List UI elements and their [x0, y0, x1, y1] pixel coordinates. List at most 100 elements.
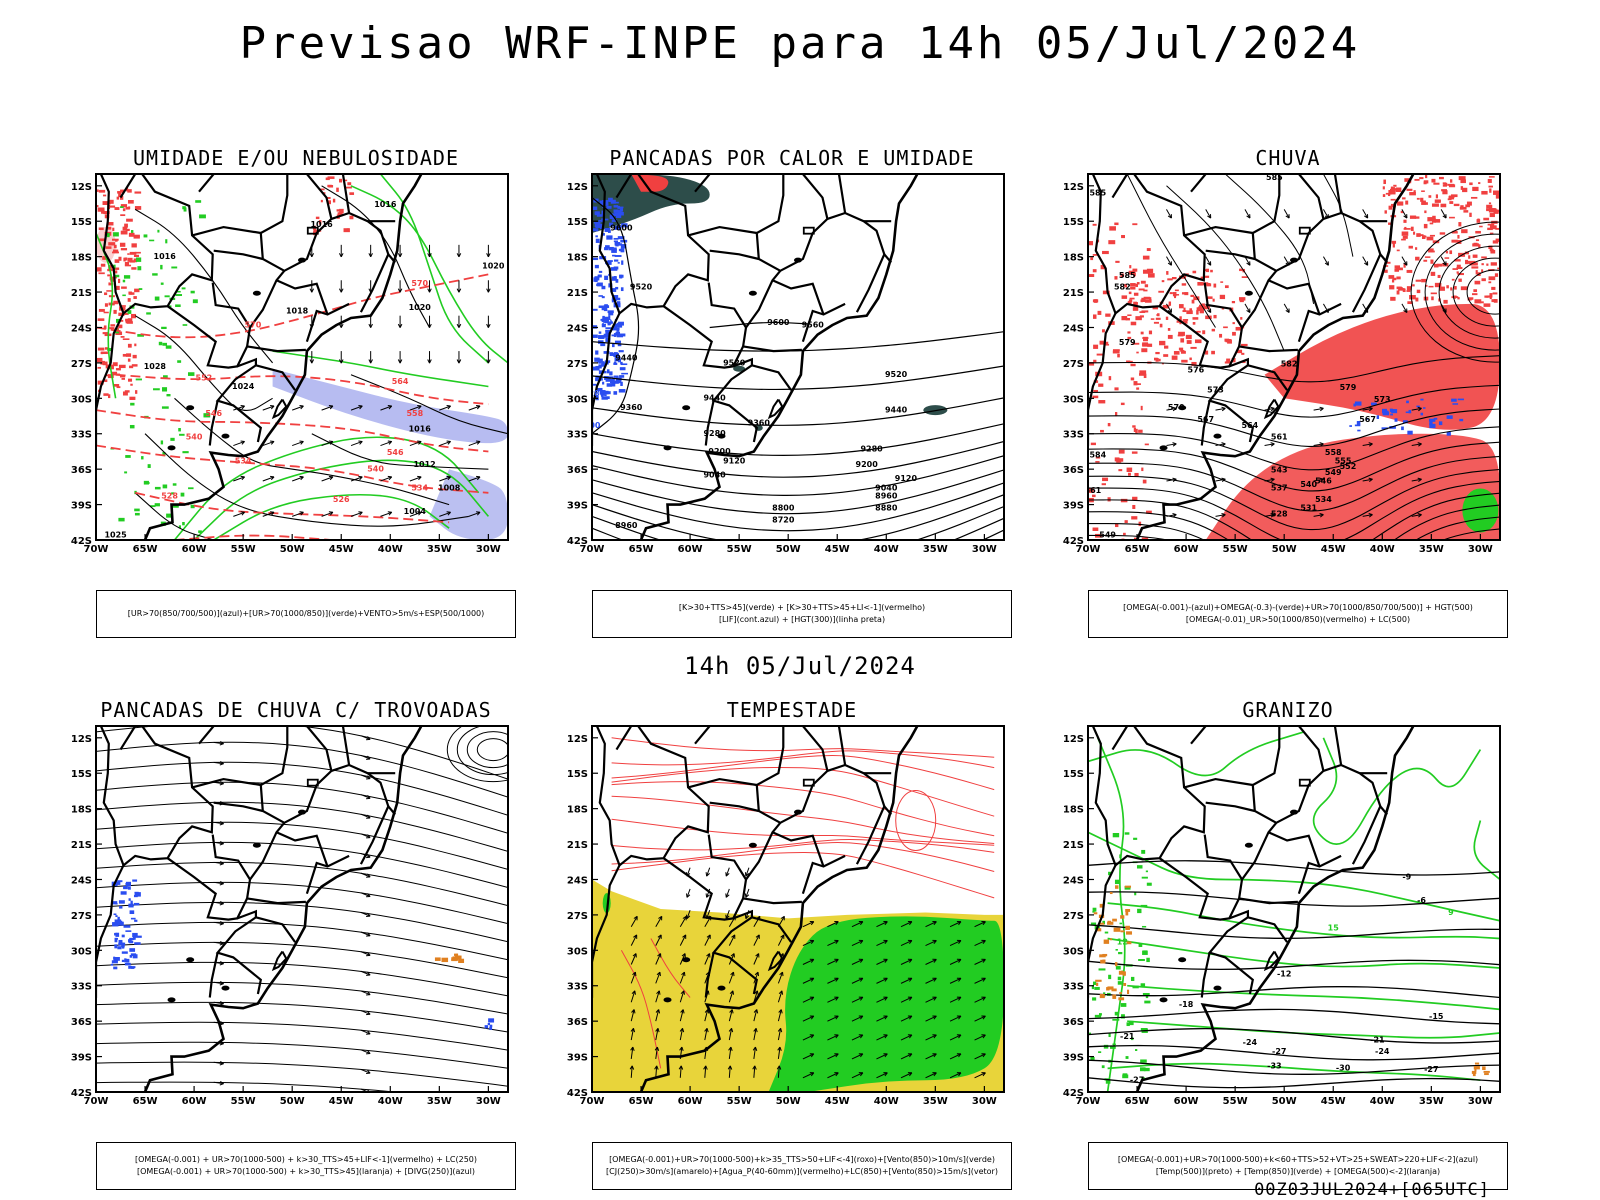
wind-vector-head [1172, 477, 1177, 483]
rain-speck-blue [1407, 430, 1413, 435]
panel-title: PANCADAS DE CHUVA C/ TROVOADAS [100, 698, 492, 722]
temp500-contour [1088, 891, 1500, 907]
lif-contour-blue [600, 318, 608, 321]
rain-speck-red [1126, 360, 1131, 363]
rain-speck-red [1191, 361, 1197, 366]
rain-speck-blue [1381, 427, 1388, 430]
rain-speck-red [1127, 331, 1131, 334]
rain-speck-red [1449, 179, 1453, 183]
lon-tick-label: 70W [1076, 544, 1101, 555]
lat-tick-label: 18S [71, 805, 92, 816]
lon-tick-label: 65W [629, 1096, 654, 1107]
contour-label: 526 [333, 495, 350, 504]
wind-vector-head [907, 1015, 913, 1020]
thickness-contour-red [96, 273, 489, 339]
reservoir-mark [252, 842, 261, 848]
lif-contour-blue [608, 222, 614, 227]
wind-vector [728, 990, 734, 1003]
political-border [191, 225, 261, 237]
rain-speck-red [1421, 190, 1425, 192]
humidity-speck-green [166, 513, 173, 518]
political-border [1268, 831, 1321, 867]
temp850-speck-green [1092, 907, 1097, 912]
reservoir-mark [1178, 957, 1187, 963]
contour-label: -27 [1424, 1065, 1438, 1074]
contour-label: 534 [411, 483, 428, 492]
reservoir-mark [167, 997, 176, 1003]
lat-tick-label: 36S [567, 1017, 588, 1028]
wind-vector-head [656, 990, 661, 995]
wind-vector-head [358, 405, 363, 410]
lon-tick-label: 55W [727, 1096, 752, 1107]
rain-speck-red [1390, 198, 1396, 201]
rain-speck-red [1088, 488, 1094, 493]
humidity-speck-red [132, 354, 137, 359]
wind-vector-head [809, 1034, 815, 1039]
humidity-speck-red [120, 336, 125, 338]
rain-speck-red [1136, 387, 1140, 390]
omega-speck-orange [1126, 931, 1133, 935]
rain-speck-red [1107, 422, 1111, 427]
rain-speck-red [1240, 317, 1243, 320]
contour-label: 8800 [772, 503, 795, 512]
height-contour [1088, 528, 1500, 540]
humidity-speck-green [187, 372, 195, 376]
rain-speck-red [1462, 187, 1468, 193]
panel-title: PANCADAS POR CALOR E UMIDADE [609, 146, 975, 170]
rain-speck-red [1483, 303, 1491, 307]
humidity-speck-red [125, 206, 130, 210]
wind-vector-head [706, 953, 711, 958]
humidity-speck-red [122, 338, 130, 340]
wind-vector-head [658, 915, 663, 921]
rain-speck-red [1095, 456, 1101, 459]
humidity-speck-red [125, 318, 129, 322]
streamline [96, 1001, 508, 1033]
lon-tick-label: 30W [1468, 1096, 1493, 1107]
wind-vector-head [366, 1050, 371, 1055]
humidity-speck-red [97, 318, 105, 321]
rain-speck-red [1457, 297, 1460, 300]
rain-speck-red [1421, 278, 1427, 283]
humidity-speck-green [178, 525, 181, 529]
height-contour [1088, 441, 1500, 492]
humidity-speck-green [124, 471, 128, 474]
wind-vector-head [427, 288, 432, 293]
rain-speck-red [1388, 275, 1395, 279]
rain-speck-blue [1429, 422, 1433, 426]
humidity-speck-red [103, 311, 109, 314]
humidity-west-red [96, 226, 116, 263]
lon-tick-label: 70W [580, 544, 605, 555]
reservoir-mark [1213, 985, 1222, 991]
rain-speck-red [1097, 310, 1102, 315]
rain-speck-red [1419, 177, 1424, 180]
rain-speck-red [1418, 234, 1424, 237]
lif-contour-blue [608, 246, 614, 251]
wind-vector-head [753, 1009, 759, 1014]
rain-speck-red [1423, 259, 1428, 262]
omega-speck-orange [1484, 1073, 1489, 1076]
contour-label: 549 [1325, 468, 1342, 477]
omega-speck-orange [1112, 918, 1117, 922]
wind-vector-head [397, 323, 403, 328]
rain-speck-red [1396, 290, 1400, 295]
humidity-speck-red [130, 313, 136, 319]
wind-vector-head [932, 1072, 937, 1077]
rain-speck-red [1401, 231, 1409, 236]
wind-vector-head [219, 940, 224, 946]
streamline [96, 801, 508, 852]
contour-label: 546 [387, 448, 404, 457]
omega-speck-orange [1099, 993, 1105, 999]
high-pressure-ring [476, 738, 508, 762]
rain-speck-red [1142, 342, 1149, 347]
streamline [96, 726, 508, 780]
rain-speck-red [1158, 358, 1161, 362]
lon-tick-label: 55W [1223, 544, 1248, 555]
wind-vector [321, 511, 334, 517]
map-frame [591, 173, 1005, 541]
rain-speck-red [1121, 295, 1128, 299]
temp850-contour-green [1107, 937, 1500, 969]
lat-tick-label: 42S [71, 1088, 92, 1099]
wind-vector [380, 440, 392, 447]
wind-vector-head [780, 915, 785, 921]
wind-vector [827, 977, 839, 984]
